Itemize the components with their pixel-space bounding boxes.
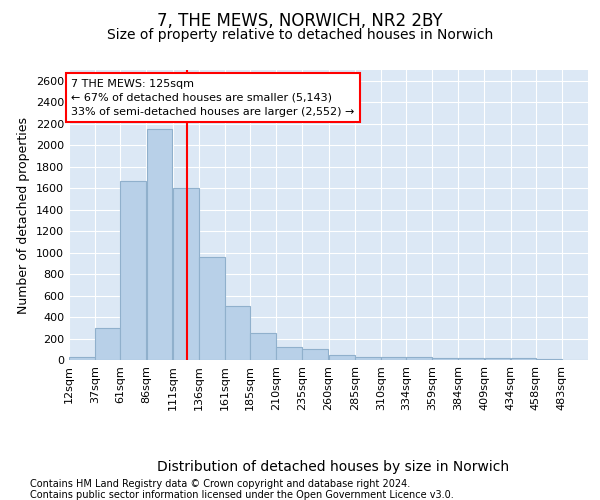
Bar (95, 328, 120, 360)
Bar (511, 358, 536, 360)
Bar (199, 257, 225, 360)
Text: Size of property relative to detached houses in Norwich: Size of property relative to detached ho… (107, 28, 493, 42)
Text: Contains public sector information licensed under the Open Government Licence v3: Contains public sector information licen… (30, 490, 454, 500)
Bar (69, 358, 95, 360)
Text: 7, THE MEWS, NORWICH, NR2 2BY: 7, THE MEWS, NORWICH, NR2 2BY (157, 12, 443, 30)
Bar (146, 129, 172, 360)
Bar (225, 306, 250, 360)
Bar (381, 358, 406, 360)
Bar (277, 346, 302, 360)
Bar (302, 350, 328, 360)
Bar (173, 188, 199, 360)
Text: Contains HM Land Registry data © Crown copyright and database right 2024.: Contains HM Land Registry data © Crown c… (30, 479, 410, 489)
Bar (329, 354, 355, 360)
Text: 7 THE MEWS: 125sqm
← 67% of detached houses are smaller (5,143)
33% of semi-deta: 7 THE MEWS: 125sqm ← 67% of detached hou… (71, 78, 355, 116)
Bar (536, 359, 562, 360)
Bar (432, 358, 458, 360)
Bar (250, 332, 276, 360)
Bar (485, 358, 511, 360)
Bar (406, 358, 432, 360)
Y-axis label: Number of detached properties: Number of detached properties (17, 116, 31, 314)
Bar (458, 358, 484, 360)
Text: Distribution of detached houses by size in Norwich: Distribution of detached houses by size … (157, 460, 509, 474)
Bar (121, 180, 146, 360)
Bar (355, 357, 380, 360)
